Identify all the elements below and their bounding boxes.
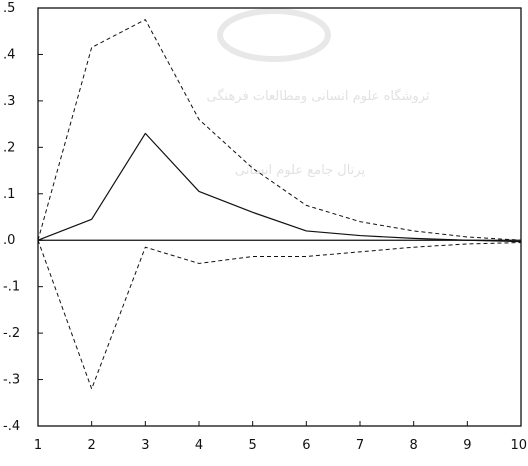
series-line-response (37, 132, 522, 243)
series-line-upper-band (37, 19, 522, 241)
x-tick-label: 3 (141, 438, 149, 453)
x-tick-label: 2 (88, 438, 96, 453)
x-tick-label: 6 (302, 438, 310, 453)
y-tick-label: -.3 (3, 373, 20, 388)
x-tick-label: 7 (356, 438, 364, 453)
y-tick-label: -.1 (3, 280, 20, 295)
y-tick-label: -.4 (3, 419, 20, 434)
y-tick-label: .2 (3, 140, 15, 155)
x-tick-label: 8 (410, 438, 418, 453)
y-tick-label: -.2 (3, 326, 20, 341)
y-tick-label: .4 (3, 47, 15, 62)
x-tick-label: 4 (195, 438, 203, 453)
y-tick-label: .1 (3, 187, 15, 202)
y-tick-label: .5 (3, 1, 15, 16)
watermark: ثروشگاه علوم انسانی ومطالعات فرهنگی پرتا… (207, 8, 430, 178)
x-tick-label: 10 (510, 438, 527, 453)
x-tick-label: 5 (249, 438, 257, 453)
watermark-line-1: ثروشگاه علوم انسانی ومطالعات فرهنگی (207, 88, 430, 104)
y-tick-label: .0 (3, 233, 15, 248)
watermark-emblem (217, 8, 331, 62)
x-tick-label: 1 (34, 438, 42, 453)
plot-frame (37, 7, 522, 427)
x-tick-label: 9 (463, 438, 471, 453)
series-line-lower-band (37, 240, 522, 390)
watermark-line-2: پرتال جامع علوم انسانی (235, 163, 366, 178)
y-tick-label: .3 (3, 94, 15, 109)
